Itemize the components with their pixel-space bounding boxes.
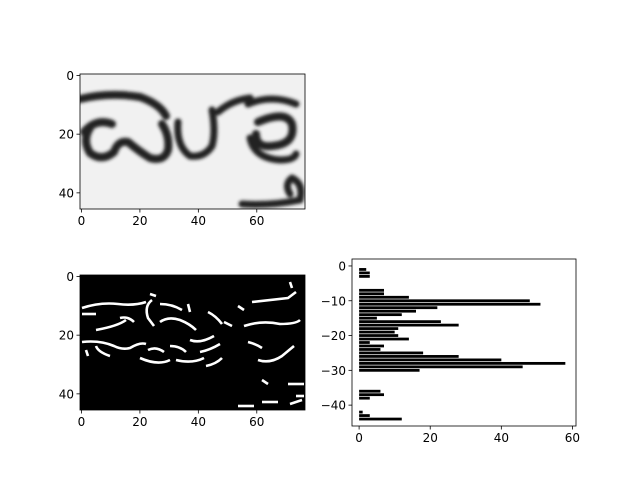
projection-bar [359, 393, 384, 397]
x-tick-label: 20 [132, 415, 147, 429]
x-tick-label: 0 [355, 431, 363, 445]
projection-bar [359, 292, 384, 296]
projection-bar [359, 365, 523, 369]
y-tick-label: 0 [66, 270, 74, 284]
projection-bar [359, 417, 402, 421]
grayscale-image-ticks: 0 20 40 60 0 20 40 [59, 69, 265, 228]
projection-bar [359, 330, 395, 334]
projection-bar [359, 368, 420, 372]
projection-bar [359, 414, 370, 417]
x-tick-label: 40 [191, 415, 206, 429]
y-tick-label: −10 [321, 294, 346, 308]
projection-bar [359, 348, 381, 351]
x-tick-label: 0 [78, 214, 86, 228]
projection-bar [359, 320, 441, 324]
x-tick-label: 40 [494, 431, 509, 445]
x-tick-label: 60 [565, 431, 580, 445]
handwritten-script-strokes [80, 90, 305, 208]
projection-bar [359, 410, 363, 414]
y-tick-label: −20 [321, 329, 346, 343]
x-tick-label: 20 [132, 214, 147, 228]
y-tick-label: 0 [338, 259, 346, 273]
x-tick-label: 40 [191, 214, 206, 228]
projection-bar [359, 323, 459, 327]
projection-bar [359, 313, 402, 317]
projection-bar [359, 316, 377, 320]
edge-map-strokes [81, 281, 304, 408]
y-tick-label: 0 [66, 69, 74, 83]
projection-bar [359, 337, 409, 341]
edge-image-frame [79, 274, 306, 411]
projection-bar [359, 275, 370, 278]
projection-bar [359, 396, 370, 400]
projection-plot-frame [351, 258, 577, 427]
projection-bar [359, 288, 384, 292]
x-tick-label: 0 [78, 415, 86, 429]
projection-bar [359, 306, 438, 310]
grayscale-image-frame [79, 73, 306, 210]
y-tick-label: 20 [59, 128, 74, 142]
projection-bar [359, 351, 424, 355]
projection-bar [359, 271, 370, 275]
projection-bar [359, 355, 459, 358]
projection-ticks: 0 20 40 60 0 −10 −20 −30 −40 [321, 259, 580, 445]
edge-image-ticks: 0 20 40 60 0 20 40 [59, 270, 265, 429]
projection-bar [359, 341, 370, 344]
projection-bar [359, 334, 399, 337]
projection-bar [359, 327, 399, 330]
edge-image-panel: 0 20 40 60 0 20 40 [59, 270, 306, 429]
y-tick-label: 20 [59, 329, 74, 343]
x-tick-label: 20 [423, 431, 438, 445]
projection-bar-panel: 0 20 40 60 0 −10 −20 −30 −40 [321, 258, 580, 445]
y-tick-label: −30 [321, 364, 346, 378]
projection-bar [359, 361, 566, 365]
y-tick-label: 40 [59, 387, 74, 401]
y-tick-label: 40 [59, 186, 74, 200]
projection-bar [359, 268, 367, 271]
x-tick-label: 60 [249, 214, 264, 228]
y-tick-label: −40 [321, 399, 346, 413]
projection-bar [359, 344, 384, 348]
grayscale-image-panel: 0 20 40 60 0 20 40 [59, 69, 306, 228]
x-tick-label: 60 [249, 415, 264, 429]
edge-image-background [80, 275, 305, 410]
projection-bar [359, 309, 416, 313]
projection-bar [359, 302, 541, 306]
projection-bar [359, 389, 381, 393]
projection-bars [359, 268, 566, 421]
projection-bar [359, 295, 409, 299]
projection-bar [359, 299, 530, 303]
projection-bar [359, 358, 502, 362]
